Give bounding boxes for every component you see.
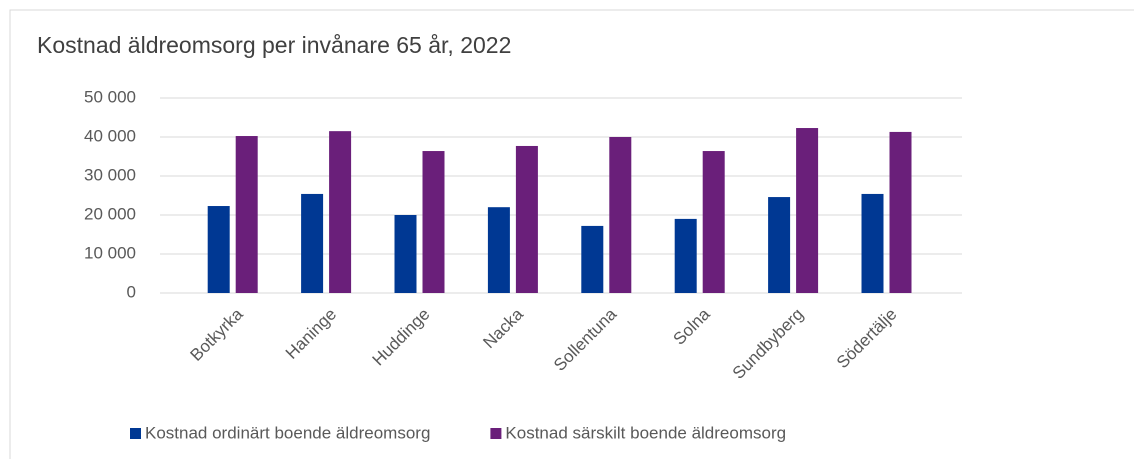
bar <box>422 151 445 293</box>
x-tick-label: Solna <box>670 304 715 349</box>
bar <box>235 136 258 293</box>
chart-title: Kostnad äldreomsorg per invånare 65 år, … <box>37 32 511 58</box>
y-tick-label: 40 000 <box>84 126 136 145</box>
legend-swatch <box>490 428 502 439</box>
y-tick-label: 0 <box>127 282 136 301</box>
x-tick-label: Sollentuna <box>550 304 621 375</box>
bar <box>394 215 417 293</box>
bar <box>581 225 604 293</box>
bar <box>329 131 352 293</box>
bar <box>702 151 725 293</box>
x-tick-label: Haninge <box>282 305 340 363</box>
legend-swatch <box>130 428 141 439</box>
x-tick-label: Södertälje <box>833 305 901 373</box>
bar <box>889 131 912 293</box>
x-tick-label: Sundbyberg <box>729 305 807 383</box>
x-tick-label: Botkyrka <box>186 304 247 365</box>
bar <box>301 193 324 293</box>
y-tick-label: 50 000 <box>84 87 136 106</box>
bar <box>609 137 632 293</box>
bar <box>796 128 819 293</box>
bar <box>861 193 884 293</box>
y-tick-label: 30 000 <box>84 165 136 184</box>
y-tick-label: 10 000 <box>84 243 136 262</box>
legend-label: Kostnad särskilt boende äldreomsorg <box>505 423 786 442</box>
bar <box>768 197 791 293</box>
y-tick-label: 20 000 <box>84 204 136 223</box>
x-tick-label: Huddinge <box>369 305 434 370</box>
x-tick-label: Nacka <box>479 304 527 352</box>
bar <box>487 207 510 293</box>
bar <box>515 145 538 293</box>
legend-label: Kostnad ordinärt boende äldreomsorg <box>145 423 430 442</box>
bar <box>674 218 697 293</box>
bar <box>207 206 230 293</box>
chart-frame <box>9 9 1134 459</box>
